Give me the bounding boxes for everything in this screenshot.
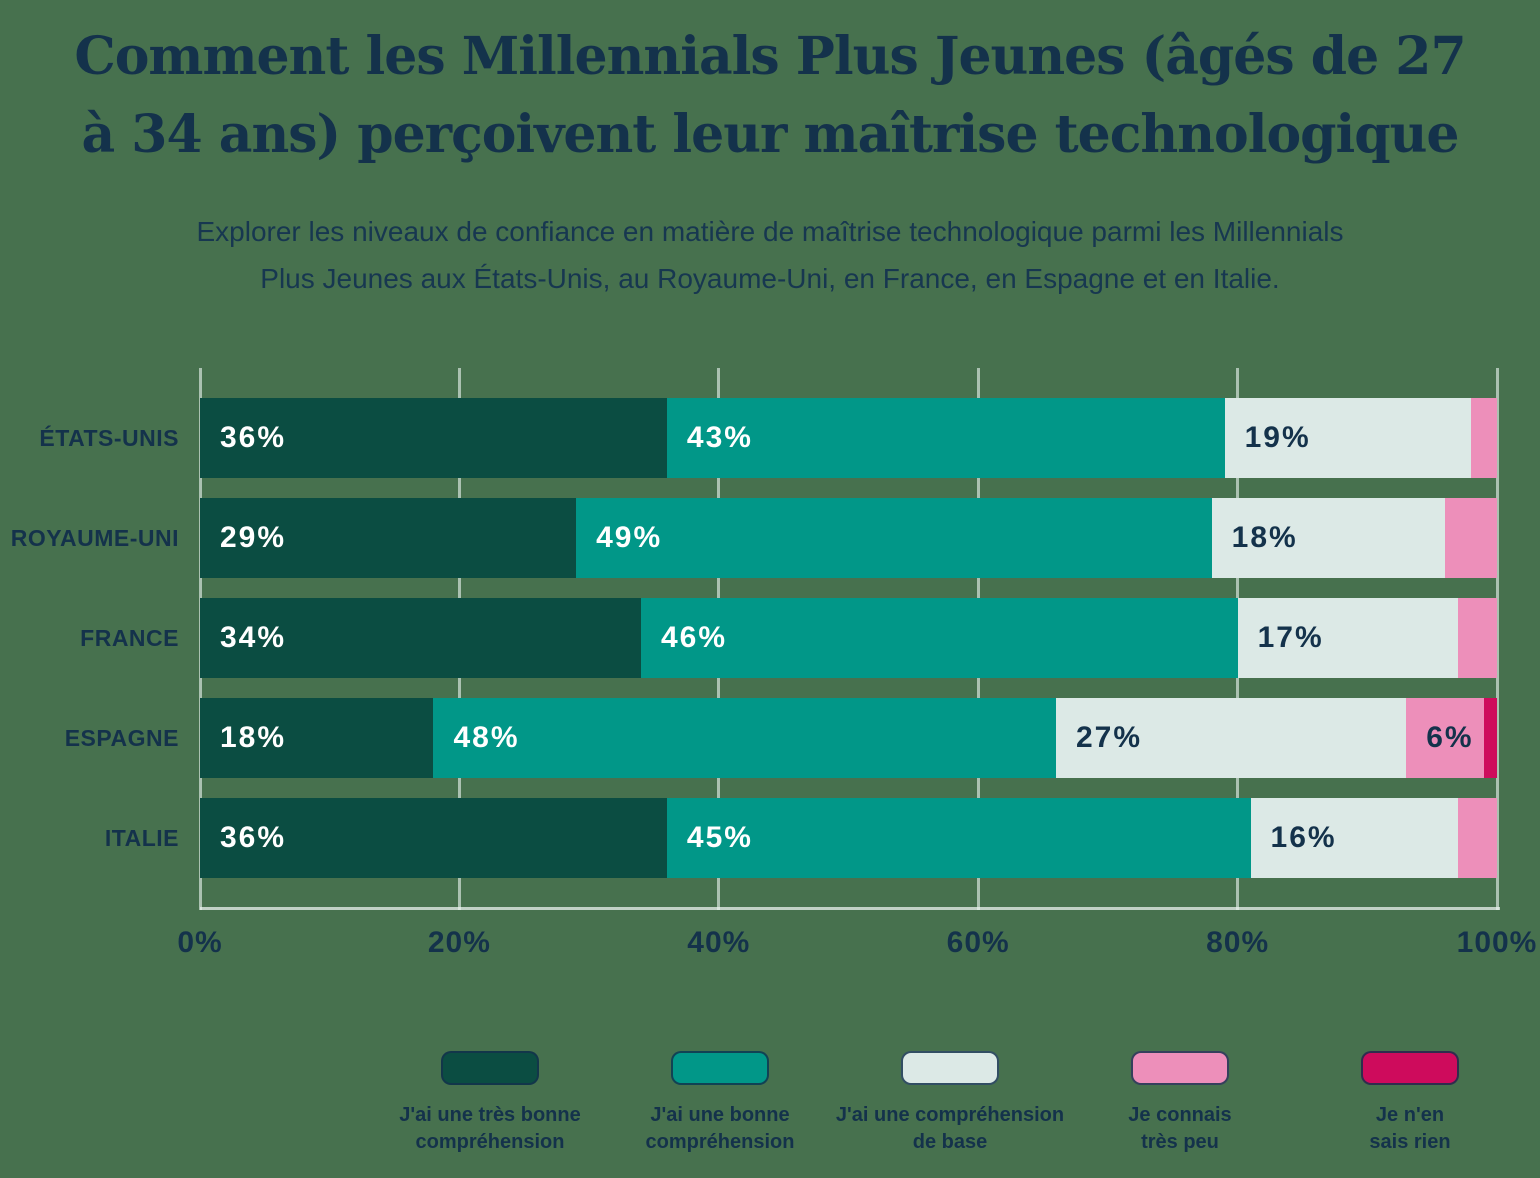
bar-segment bbox=[1445, 498, 1497, 578]
bar-row: 34% 46% 17% bbox=[200, 598, 1497, 678]
bar-value-label: 27% bbox=[1076, 721, 1143, 754]
legend-swatch bbox=[1361, 1051, 1459, 1085]
bar-segment: 43% bbox=[666, 398, 1225, 478]
category-label: FRANCE bbox=[80, 624, 179, 651]
bar-segment: 48% bbox=[433, 698, 1056, 778]
legend-label-line: très peu bbox=[1141, 1131, 1219, 1153]
x-axis-tick: 40% bbox=[687, 926, 751, 959]
bar-value-label: 16% bbox=[1270, 821, 1337, 854]
legend-swatch bbox=[671, 1051, 769, 1085]
legend-item: Je connais très peu bbox=[1065, 1051, 1295, 1156]
bar-row: 36% 45% 16% bbox=[200, 798, 1497, 878]
chart-subtitle-line1: Explorer les niveaux de confiance en mat… bbox=[196, 216, 1344, 247]
legend-swatch bbox=[441, 1051, 539, 1085]
bar-value-label: 36% bbox=[220, 821, 287, 854]
bar-segment: 19% bbox=[1224, 398, 1472, 478]
bar-value-label: 48% bbox=[453, 721, 520, 754]
bar-segment: 16% bbox=[1250, 798, 1459, 878]
x-axis-tick: 60% bbox=[946, 926, 1010, 959]
legend-item: J'ai une bonne compréhension bbox=[605, 1051, 835, 1156]
bar-value-label: 36% bbox=[220, 421, 287, 454]
bar-segment: 17% bbox=[1237, 598, 1459, 678]
bar-segment: 36% bbox=[200, 798, 667, 878]
legend-label-line: Je n'en bbox=[1375, 1104, 1445, 1126]
bar-value-label: 34% bbox=[220, 621, 287, 654]
bar-segment: 49% bbox=[576, 498, 1212, 578]
bar-row: 29% 49% 18% bbox=[200, 498, 1497, 578]
x-axis-tick: 100% bbox=[1456, 926, 1538, 959]
bar-segment: 18% bbox=[1211, 498, 1446, 578]
legend-swatch bbox=[901, 1051, 999, 1085]
legend-label-line: J'ai une bonne bbox=[650, 1104, 790, 1126]
bar-segment: 29% bbox=[200, 498, 577, 578]
bar-value-label: 17% bbox=[1257, 621, 1324, 654]
bar-segment bbox=[1471, 398, 1497, 478]
bar-value-label: 29% bbox=[220, 521, 287, 554]
chart-subtitle: Explorer les niveaux de confiance en mat… bbox=[0, 208, 1540, 302]
chart-legend: J'ai une très bonne compréhension J'ai une… bbox=[375, 1051, 1525, 1156]
legend-label: J'ai une bonne compréhension bbox=[646, 1102, 795, 1156]
x-axis-line bbox=[200, 907, 1500, 910]
bar-segment: 45% bbox=[666, 798, 1251, 878]
legend-label-line: compréhension bbox=[415, 1131, 565, 1153]
bar-value-label: 46% bbox=[660, 621, 728, 654]
legend-label: J'ai une compréhension de base bbox=[836, 1102, 1064, 1156]
bar-row: 18% 48% 27% 6% bbox=[200, 698, 1497, 778]
bar-value-label: 18% bbox=[1231, 521, 1298, 554]
bar-segment bbox=[1458, 798, 1497, 878]
x-axis-tick: 20% bbox=[427, 926, 491, 959]
chart-title-line2: à 34 ans) perçoivent leur maîtrise techn… bbox=[81, 104, 1459, 165]
bar-row: 36% 43% 19% bbox=[200, 398, 1497, 478]
chart-title-line1: Comment les Millennials Plus Jeunes (âgé… bbox=[74, 26, 1466, 87]
legend-label: J'ai une très bonne compréhension bbox=[399, 1102, 580, 1156]
category-label: ESPAGNE bbox=[64, 724, 179, 751]
legend-item: J'ai une compréhension de base bbox=[835, 1051, 1065, 1156]
legend-item: J'ai une très bonne compréhension bbox=[375, 1051, 605, 1156]
bar-value-label: 6% bbox=[1426, 721, 1474, 754]
gridline bbox=[1495, 368, 1499, 910]
legend-label-line: J'ai une compréhension bbox=[835, 1104, 1065, 1126]
category-label: ITALIE bbox=[104, 824, 179, 851]
chart-title: Comment les Millennials Plus Jeunes (âgé… bbox=[0, 18, 1540, 174]
chart-subtitle-line2: Plus Jeunes aux États-Unis, au Royaume-U… bbox=[260, 263, 1280, 294]
legend-label-line: sais rien bbox=[1369, 1131, 1451, 1153]
x-axis-tick: 80% bbox=[1206, 926, 1270, 959]
legend-label-line: de base bbox=[912, 1131, 988, 1153]
bar-segment: 34% bbox=[200, 598, 641, 678]
bar-value-label: 19% bbox=[1244, 421, 1311, 454]
category-label: ÉTATS-UNIS bbox=[39, 424, 179, 451]
bar-value-label: 45% bbox=[686, 821, 753, 854]
legend-swatch bbox=[1131, 1051, 1229, 1085]
bar-segment: 27% bbox=[1056, 698, 1407, 778]
bar-segment: 46% bbox=[640, 598, 1238, 678]
category-label: ROYAUME-UNI bbox=[10, 524, 179, 551]
bar-segment: 18% bbox=[200, 698, 434, 778]
legend-item: Je n'en sais rien bbox=[1295, 1051, 1525, 1156]
legend-label-line: compréhension bbox=[645, 1131, 795, 1153]
bar-segment bbox=[1458, 598, 1497, 678]
legend-label-line: Je connais bbox=[1128, 1104, 1232, 1126]
bar-value-label: 43% bbox=[686, 421, 753, 454]
bar-segment: 36% bbox=[200, 398, 667, 478]
bar-value-label: 49% bbox=[596, 521, 663, 554]
bar-value-label: 18% bbox=[220, 721, 287, 754]
bar-segment bbox=[1484, 698, 1497, 778]
legend-label: Je n'en sais rien bbox=[1369, 1102, 1450, 1156]
legend-label: Je connais très peu bbox=[1128, 1102, 1231, 1156]
legend-label-line: J'ai une très bonne bbox=[399, 1104, 581, 1126]
bar-segment: 6% bbox=[1406, 698, 1484, 778]
x-axis-tick: 0% bbox=[177, 926, 223, 959]
